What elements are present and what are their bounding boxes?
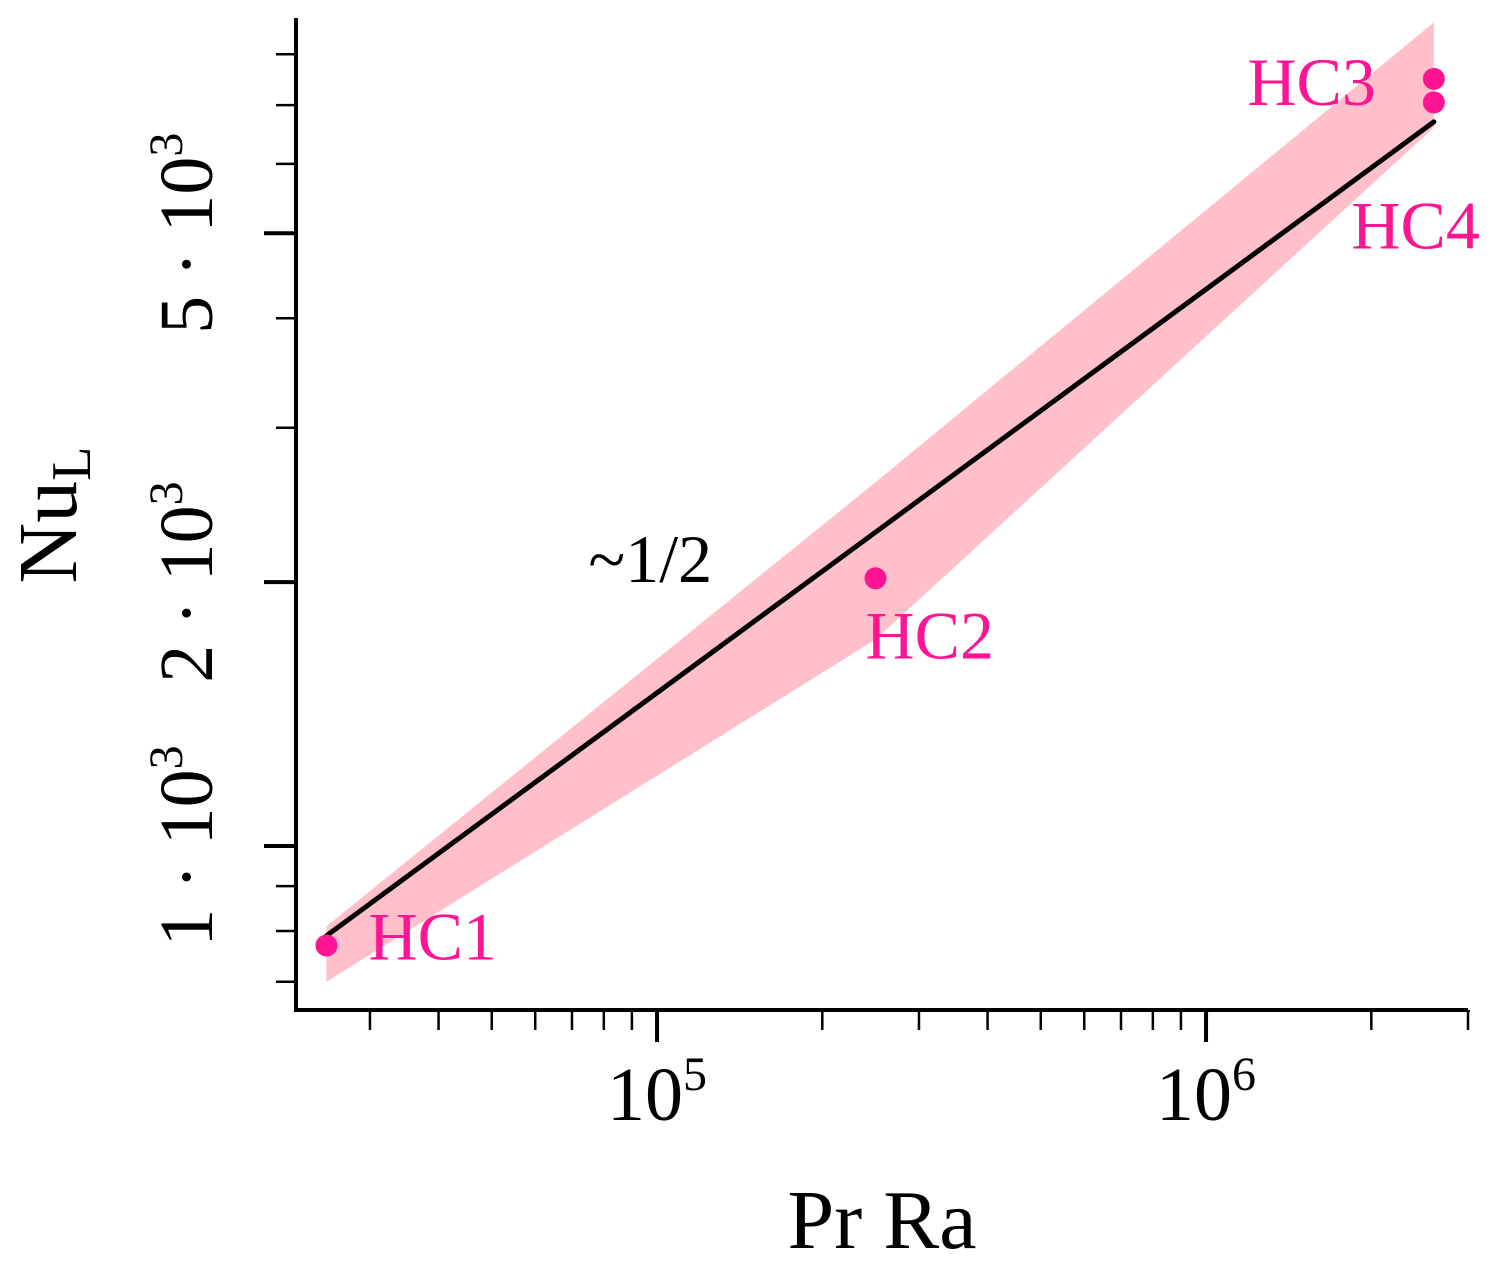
y-tick-exponent: 3 xyxy=(140,133,193,157)
data-point xyxy=(1422,91,1445,114)
data-point xyxy=(1422,67,1445,90)
y-tick-coefficient: 2 xyxy=(145,645,229,683)
confidence-band-layer xyxy=(326,22,1434,982)
data-point-label: HC3 xyxy=(1247,44,1375,120)
y-tick-dot: · xyxy=(145,581,229,644)
x-tick-base: 10 xyxy=(607,1053,683,1137)
y-tick-base: 10 xyxy=(145,157,229,233)
x-tick-exponent: 6 xyxy=(1232,1048,1256,1101)
y-tick-label: 5 · 103 xyxy=(140,133,229,334)
x-tick-label: 106 xyxy=(1156,1048,1256,1137)
data-points-layer xyxy=(315,67,1445,957)
y-axis-title-subscript: L xyxy=(41,447,103,481)
data-point xyxy=(315,934,338,957)
y-axis-title-main: Nu xyxy=(2,481,95,584)
axes-layer xyxy=(264,18,1470,1042)
y-axis-title: NuL xyxy=(2,447,103,584)
y-tick-label: 1 · 103 xyxy=(140,745,229,946)
data-point-label: HC4 xyxy=(1351,187,1479,263)
x-axis-title: Pr Ra xyxy=(788,1174,977,1267)
y-tick-coefficient: 5 xyxy=(145,296,229,334)
slope-annotation: ~1/2 xyxy=(588,521,712,597)
x-tick-base: 10 xyxy=(1156,1053,1232,1137)
y-tick-label: 2 · 103 xyxy=(140,481,229,682)
data-point xyxy=(864,567,887,590)
x-tick-label: 105 xyxy=(607,1048,707,1137)
y-tick-dot: · xyxy=(145,233,229,296)
data-point-label: HC2 xyxy=(866,597,994,673)
fit-line-layer xyxy=(323,119,1437,939)
x-tick-exponent: 5 xyxy=(683,1048,707,1101)
y-tick-base: 10 xyxy=(145,769,229,845)
y-tick-exponent: 3 xyxy=(140,481,193,505)
data-point-label: HC1 xyxy=(368,898,496,974)
y-tick-dot: · xyxy=(145,845,229,908)
y-tick-exponent: 3 xyxy=(140,745,193,769)
y-tick-coefficient: 1 xyxy=(145,909,229,947)
confidence-band xyxy=(326,22,1434,982)
fit-line xyxy=(323,119,1437,939)
y-tick-base: 10 xyxy=(145,505,229,581)
